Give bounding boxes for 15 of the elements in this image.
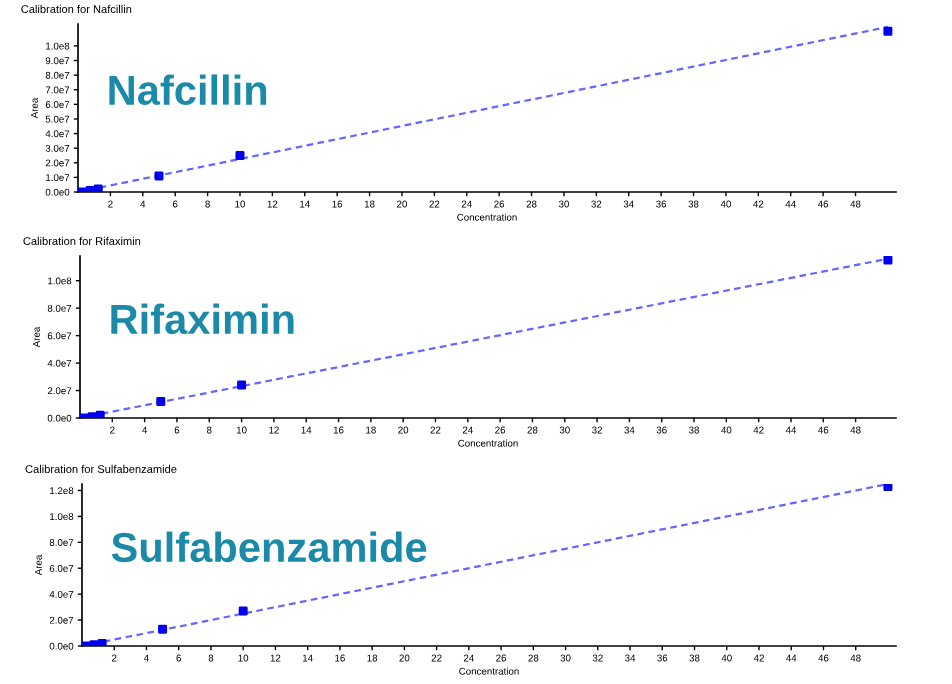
point — [97, 638, 107, 646]
point — [95, 410, 105, 418]
point — [156, 397, 166, 407]
point — [883, 484, 893, 492]
point — [93, 184, 103, 192]
annotation: Rifaximin — [111, 303, 294, 335]
point — [158, 624, 168, 634]
annotation: Nafcillin — [109, 74, 267, 106]
point — [154, 171, 164, 181]
point — [238, 606, 248, 616]
point — [883, 256, 893, 265]
annotation: Sulfabenzamide — [111, 531, 427, 563]
point — [235, 150, 245, 160]
point — [883, 26, 893, 36]
point — [237, 380, 247, 390]
